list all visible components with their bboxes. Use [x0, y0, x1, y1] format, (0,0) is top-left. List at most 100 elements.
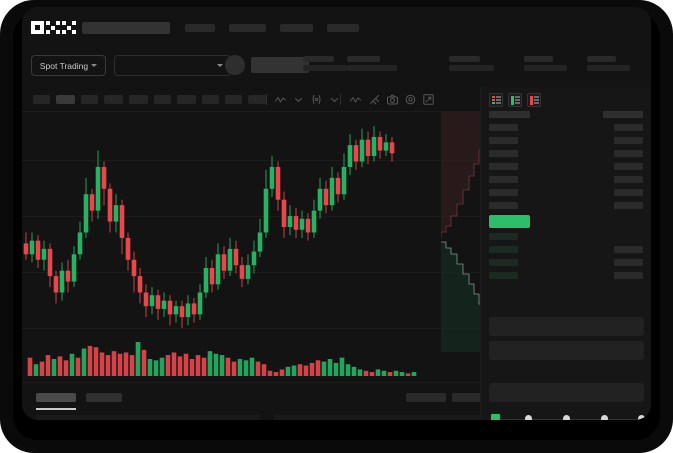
- orderbook-bid-price[interactable]: [489, 246, 518, 253]
- orderbook-mode-buy-icon[interactable]: [508, 93, 522, 107]
- timeframe-button-9[interactable]: [225, 95, 242, 104]
- orderbook-ask-price[interactable]: [489, 124, 518, 131]
- candle-body: [155, 295, 161, 309]
- volume-bar: [363, 370, 369, 376]
- candle-body: [221, 254, 227, 271]
- timeframe-button-8[interactable]: [202, 95, 219, 104]
- timeframe-button-6[interactable]: [154, 95, 171, 104]
- logo-k-2: [46, 30, 50, 34]
- orderbook-ask-price[interactable]: [489, 150, 518, 157]
- orderbook-spread-price[interactable]: [489, 215, 530, 228]
- orderbook-ask-price[interactable]: [489, 189, 518, 196]
- timeframe-button-5[interactable]: [129, 95, 148, 104]
- candle-body: [131, 259, 137, 277]
- logo-k-5: [56, 30, 60, 34]
- volume-bar: [345, 364, 351, 376]
- volume-bar: [171, 352, 177, 376]
- orderbook-bid-amount[interactable]: [614, 259, 643, 266]
- orderbook-ask-amount[interactable]: [614, 150, 643, 157]
- chevron-down-icon: [217, 64, 223, 67]
- orderbook-ask-price[interactable]: [489, 163, 518, 170]
- candle-body: [245, 265, 251, 279]
- compare-icon[interactable]: [310, 93, 323, 106]
- orderbook-ask-price[interactable]: [489, 176, 518, 183]
- volume-bar: [93, 347, 99, 376]
- slider-stop-50[interactable]: [563, 415, 570, 420]
- orderbook-mode-both-icon[interactable]: [489, 93, 503, 107]
- candle-body: [233, 248, 239, 266]
- orderbook-ask-price[interactable]: [489, 137, 518, 144]
- nav-item-2[interactable]: [229, 24, 266, 32]
- volume-bar: [39, 361, 45, 376]
- orderbook-bid-price[interactable]: [489, 233, 518, 240]
- chevron-down-icon-1[interactable]: [292, 93, 305, 106]
- candle-body: [239, 265, 245, 279]
- orderbook-ask-amount[interactable]: [614, 124, 643, 131]
- orderbook-header-price[interactable]: [489, 111, 530, 118]
- line-chart-icon[interactable]: [349, 93, 362, 106]
- candle-body: [365, 139, 371, 157]
- volume-bar: [87, 345, 93, 376]
- orderbook-bid-amount[interactable]: [614, 272, 643, 279]
- candle-body: [83, 194, 89, 233]
- bottom-action-1[interactable]: [406, 393, 446, 402]
- tab-open-orders[interactable]: [36, 393, 76, 402]
- volume-bar: [201, 357, 207, 376]
- candle-body: [305, 218, 311, 233]
- candle-body: [377, 136, 383, 151]
- orderbook-ask-amount[interactable]: [614, 137, 643, 144]
- slider-stop-25[interactable]: [525, 415, 532, 420]
- snapshot-icon[interactable]: [386, 93, 399, 106]
- volume-bar: [261, 364, 267, 376]
- candlestick-series: [23, 126, 395, 328]
- timeframe-button-10[interactable]: [248, 95, 267, 104]
- stat-change-24h-value: [347, 65, 397, 71]
- tab-order-history[interactable]: [86, 393, 122, 402]
- stat-low-24h-label: [524, 56, 553, 62]
- trading-pair-select[interactable]: [114, 55, 231, 76]
- global-search-input[interactable]: [82, 22, 170, 34]
- timeframe-button-2[interactable]: [56, 95, 75, 104]
- orderbook-bid-price[interactable]: [489, 259, 518, 266]
- slider-stop-75[interactable]: [601, 415, 608, 420]
- fullscreen-icon[interactable]: [422, 93, 435, 106]
- timeframe-button-7[interactable]: [177, 95, 196, 104]
- total-field[interactable]: [489, 383, 644, 402]
- amount-field[interactable]: [489, 341, 644, 360]
- nav-item-4[interactable]: [327, 24, 359, 32]
- candle-body: [119, 205, 125, 238]
- orderbook-ask-amount[interactable]: [614, 163, 643, 170]
- nav-item-1[interactable]: [185, 24, 215, 32]
- volume-bar: [399, 372, 405, 376]
- orderbook-header-amount[interactable]: [603, 111, 643, 118]
- logo-x-2: [62, 30, 66, 34]
- price-field[interactable]: [489, 317, 644, 336]
- timeframe-button-4[interactable]: [104, 95, 123, 104]
- timeframe-button-1[interactable]: [33, 95, 50, 104]
- drawing-tools-icon[interactable]: [368, 93, 381, 106]
- orderbook-bid-price[interactable]: [489, 272, 518, 279]
- candle-body: [335, 177, 341, 195]
- indicators-icon[interactable]: [274, 93, 287, 106]
- bottom-action-2[interactable]: [452, 393, 490, 402]
- chevron-down-icon-2[interactable]: [328, 93, 341, 106]
- nav-item-3[interactable]: [280, 24, 313, 32]
- chart-settings-icon[interactable]: [404, 93, 417, 106]
- orderbook-mode-sell-icon[interactable]: [527, 93, 541, 107]
- orderbook-ask-price[interactable]: [489, 202, 518, 209]
- orderbook-bid-amount[interactable]: [614, 246, 643, 253]
- orderbook-ask-amount[interactable]: [614, 176, 643, 183]
- candle-body: [53, 276, 59, 293]
- slider-handle[interactable]: [490, 413, 501, 420]
- timeframe-button-3[interactable]: [81, 95, 98, 104]
- okx-logo[interactable]: [31, 21, 76, 34]
- orderbook-ask-amount[interactable]: [614, 202, 643, 209]
- slider-stop-100[interactable]: [638, 415, 645, 420]
- stat-last-price-value: [303, 65, 347, 71]
- price-chart-area[interactable]: [22, 112, 498, 382]
- volume-bar: [147, 359, 153, 376]
- volume-bar: [249, 357, 255, 376]
- trading-mode-select[interactable]: Spot Trading: [31, 55, 106, 76]
- orders-panel: [22, 382, 490, 420]
- orderbook-ask-amount[interactable]: [614, 189, 643, 196]
